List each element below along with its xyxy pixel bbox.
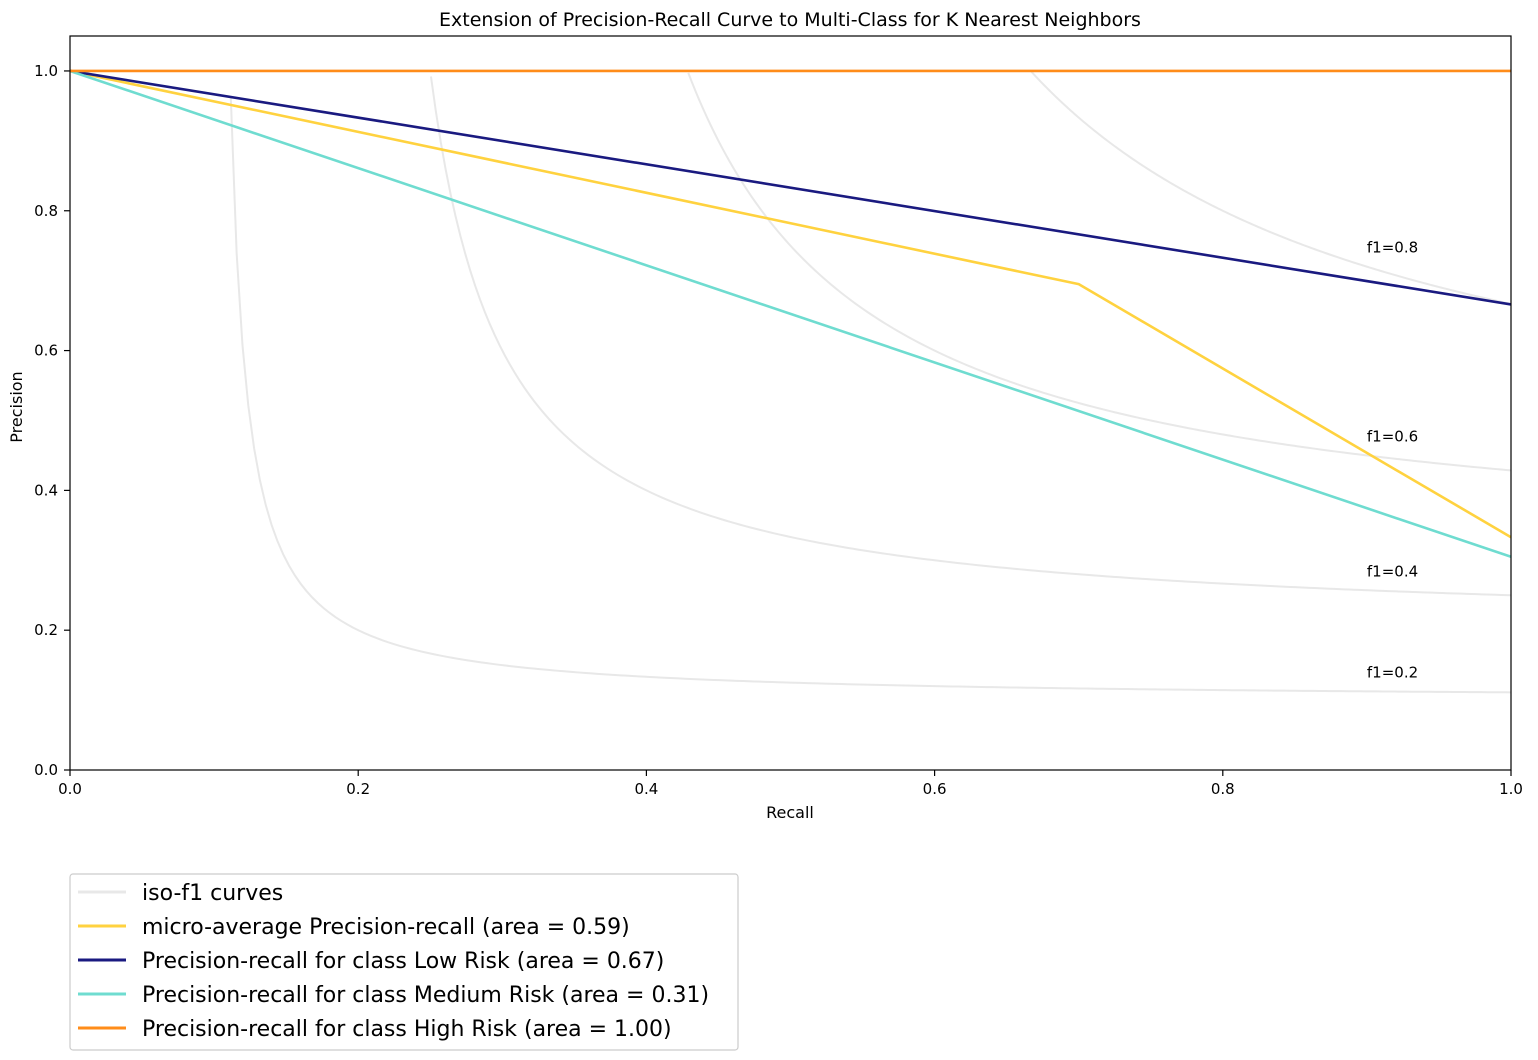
- y-tick-label-5: 1.0: [34, 62, 58, 80]
- legend-label-0: iso-f1 curves: [142, 881, 283, 906]
- y-tick-label-1: 0.2: [34, 621, 58, 639]
- x-axis-label: Recall: [766, 803, 814, 822]
- x-tick-label-4: 0.8: [1211, 780, 1235, 798]
- iso-f1-curves: [229, 71, 1511, 694]
- x-tick-label-3: 0.6: [923, 780, 947, 798]
- y-tick-label-3: 0.6: [34, 342, 58, 360]
- y-tick-label-2: 0.4: [34, 481, 58, 499]
- legend-label-3: Precision-recall for class Medium Risk (…: [142, 983, 709, 1008]
- y-tick-label-4: 0.8: [34, 202, 58, 220]
- legend-label-2: Precision-recall for class Low Risk (are…: [142, 949, 664, 974]
- iso-f1-label-0: f1=0.2: [1367, 663, 1418, 681]
- iso-f1-label-3: f1=0.8: [1367, 239, 1418, 257]
- series-line-1: [70, 69, 1511, 306]
- x-axis-ticks: 0.0 0.2 0.4 0.6 0.8 1.0: [58, 770, 1523, 798]
- iso-f1-curve-2: [687, 72, 1511, 472]
- iso-f1-curve-1: [429, 76, 1511, 597]
- x-tick-label-5: 1.0: [1499, 780, 1523, 798]
- legend-box: [69, 873, 739, 1051]
- chart-title: Extension of Precision-Recall Curve to M…: [439, 9, 1141, 31]
- iso-f1-label-2: f1=0.6: [1367, 427, 1418, 445]
- series-line-2: [70, 69, 1511, 559]
- y-axis-ticks: 0.0 0.2 0.4 0.6 0.8 1.0: [34, 62, 70, 779]
- legend-label-1: micro-average Precision-recall (area = 0…: [142, 915, 630, 940]
- series-lines: [70, 69, 1511, 559]
- iso-f1-curve-3: [1030, 71, 1511, 305]
- x-tick-label-1: 0.2: [346, 780, 370, 798]
- legend: iso-f1 curves micro-average Precision-rec…: [69, 873, 739, 1051]
- legend-label-4: Precision-recall for class High Risk (ar…: [142, 1017, 672, 1042]
- y-axis-label: Precision: [7, 371, 26, 442]
- y-tick-label-0: 0.0: [34, 761, 58, 779]
- x-tick-label-2: 0.4: [634, 780, 658, 798]
- iso-f1-label-1: f1=0.4: [1367, 562, 1418, 580]
- iso-f1-annotations: f1=0.2 f1=0.4 f1=0.6 f1=0.8: [1367, 239, 1418, 682]
- series-line-0: [70, 69, 1511, 539]
- plot-frame: [69, 35, 1512, 771]
- x-tick-label-0: 0.0: [58, 780, 82, 798]
- iso-f1-curve-0: [229, 98, 1511, 694]
